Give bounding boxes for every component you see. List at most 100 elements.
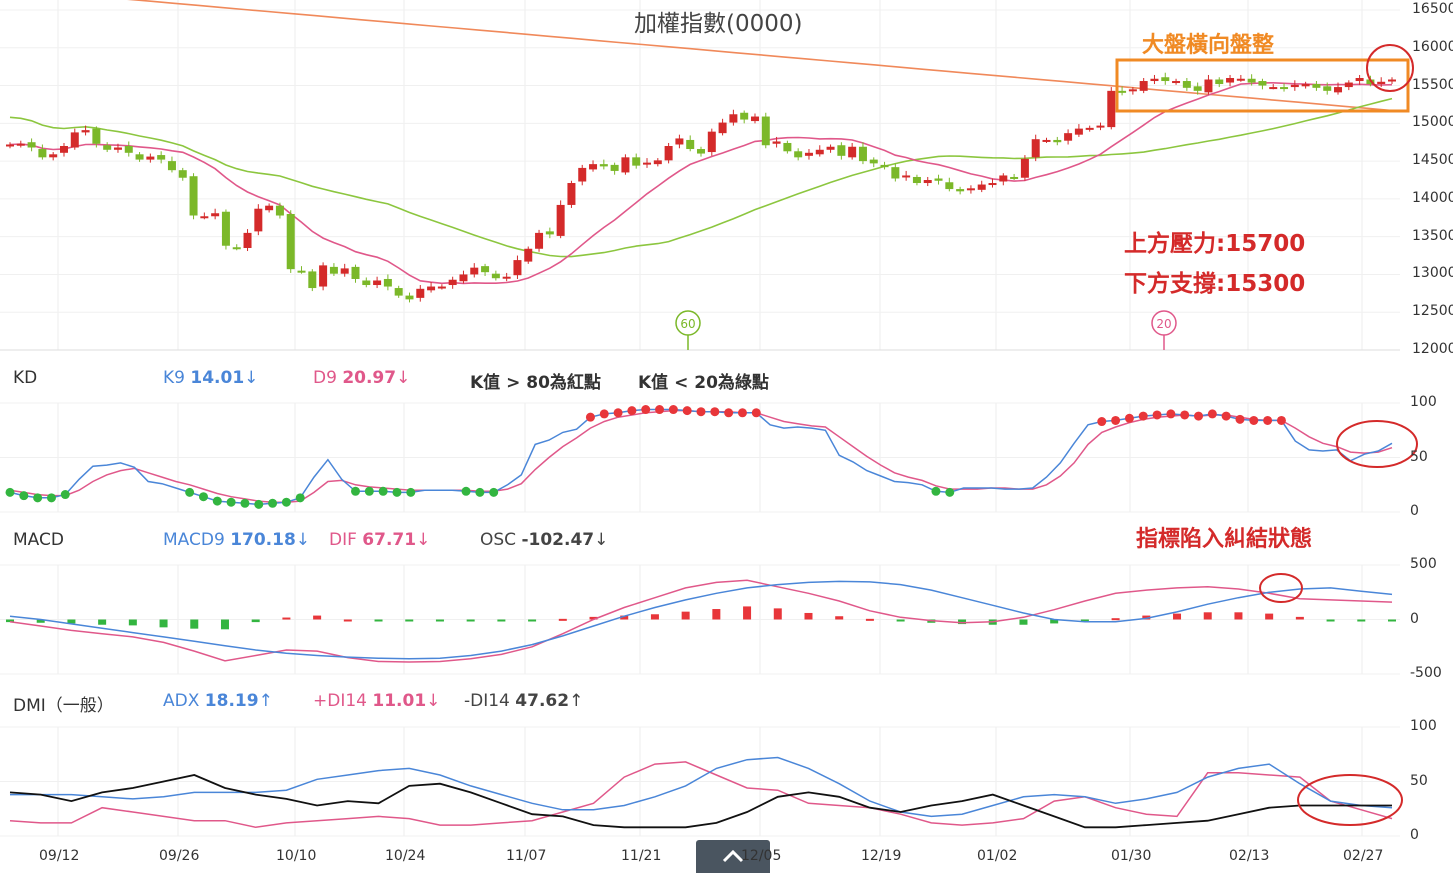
kd-green-dot-34 xyxy=(475,487,485,497)
kd-red-dot-86 xyxy=(1194,411,1204,421)
candle-body-52 xyxy=(567,183,576,205)
osc-bar-5 xyxy=(159,619,168,628)
candle-body-118 xyxy=(1280,87,1289,90)
osc-bar-1 xyxy=(36,619,45,623)
candle-body-102 xyxy=(1107,90,1116,128)
candle-body-37 xyxy=(405,295,414,300)
osc-bar-44 xyxy=(1357,619,1366,622)
kd-red-dot-49 xyxy=(682,406,692,416)
candle-body-114 xyxy=(1236,78,1245,81)
main-y-tick-9: 12000 xyxy=(1412,341,1453,357)
osc-bar-13 xyxy=(405,619,414,622)
kd-red-dot-45 xyxy=(627,406,637,416)
candle-body-45 xyxy=(491,273,500,279)
collapse-tab[interactable] xyxy=(696,840,770,873)
candle-body-84 xyxy=(912,176,921,184)
osc-bar-22 xyxy=(681,611,690,620)
candle-body-80 xyxy=(869,159,878,164)
candle-body-99 xyxy=(1074,128,1083,135)
kd-red-dot-84 xyxy=(1166,409,1176,419)
osc-bar-35 xyxy=(1080,619,1089,622)
kd-green-dot-20 xyxy=(281,497,291,507)
candle-body-128 xyxy=(1388,79,1396,82)
candle-body-68 xyxy=(740,112,749,120)
candle-body-70 xyxy=(761,116,770,146)
candle-body-40 xyxy=(437,286,446,289)
candle-body-63 xyxy=(686,139,695,150)
kd-green-dot-16 xyxy=(226,497,236,507)
kd-green-dot-17 xyxy=(240,498,250,508)
candle-body-54 xyxy=(589,164,598,170)
candle-body-77 xyxy=(837,145,846,156)
support-annotation: 下方支撐:15300 xyxy=(1124,271,1306,297)
candle-body-92 xyxy=(999,175,1008,182)
candle-body-64 xyxy=(697,149,705,154)
x-tick-11: 02/27 xyxy=(1343,848,1384,864)
candle-body-44 xyxy=(481,266,490,273)
candle-body-104 xyxy=(1128,89,1137,92)
kd-red-dot-52 xyxy=(724,408,734,418)
candle-body-119 xyxy=(1290,84,1299,88)
dif-legend: DIF 67.71↓ xyxy=(329,530,431,550)
ma60-line xyxy=(9,97,1393,258)
candle-body-10 xyxy=(113,147,122,150)
osc-bar-28 xyxy=(865,618,874,621)
candle-body-18 xyxy=(200,216,209,219)
dif-line xyxy=(9,579,1393,663)
kd-red-dot-85 xyxy=(1180,410,1190,420)
osc-bar-0 xyxy=(6,619,14,623)
osc-bar-24 xyxy=(743,606,752,620)
kd-green-dot-35 xyxy=(489,487,499,497)
kd-red-dot-79 xyxy=(1097,417,1107,427)
kd-red-dot-90 xyxy=(1249,415,1259,425)
resistance-annotation: 上方壓力:15700 xyxy=(1124,231,1306,257)
kd-y-tick-2: 0 xyxy=(1410,503,1419,519)
candle-body-11 xyxy=(124,146,133,153)
candle-body-85 xyxy=(923,180,932,184)
kd-y-tick-0: 100 xyxy=(1410,394,1437,410)
kd-green-dot-13 xyxy=(185,487,195,497)
pdi-legend: +DI14 11.01↓ xyxy=(313,691,441,711)
candle-body-5 xyxy=(59,146,68,153)
kd-red-dot-83 xyxy=(1152,410,1162,420)
osc-bar-39 xyxy=(1203,612,1212,620)
kd-green-dot-28 xyxy=(392,487,402,497)
kd-red-dot-82 xyxy=(1138,411,1148,421)
dmi-circle-annotation xyxy=(1297,774,1403,826)
candle-body-35 xyxy=(383,278,392,287)
kd-green-dot-19 xyxy=(268,498,278,508)
candle-body-0 xyxy=(6,144,14,147)
kd-red-dot-51 xyxy=(710,407,720,417)
candle-body-29 xyxy=(319,265,328,287)
candle-body-123 xyxy=(1334,87,1343,93)
candle-body-25 xyxy=(275,205,284,216)
main-circle-annotation xyxy=(1366,44,1414,92)
osc-bar-20 xyxy=(620,615,629,620)
range-annotation: 大盤橫向盤整 xyxy=(1142,33,1275,58)
candle-body-9 xyxy=(103,145,112,150)
candle-body-113 xyxy=(1226,78,1235,83)
candle-body-16 xyxy=(178,170,187,178)
osc-bar-36 xyxy=(1111,618,1120,621)
candle-body-124 xyxy=(1344,82,1353,88)
candle-body-7 xyxy=(81,130,90,133)
candle-body-12 xyxy=(135,154,144,160)
candle-body-39 xyxy=(427,286,436,291)
main-y-tick-3: 15000 xyxy=(1412,114,1453,131)
x-tick-9: 01/30 xyxy=(1111,848,1152,864)
osc-bar-8 xyxy=(251,619,260,623)
candle-body-100 xyxy=(1085,127,1094,130)
osc-bar-41 xyxy=(1265,613,1274,620)
candle-body-115 xyxy=(1247,78,1256,83)
kd-red-dot-81 xyxy=(1124,413,1134,423)
x-tick-8: 01/02 xyxy=(977,848,1018,864)
candle-body-60 xyxy=(653,160,662,165)
candle-body-30 xyxy=(329,266,338,274)
candle-body-62 xyxy=(675,138,684,145)
kd-red-dot-88 xyxy=(1221,411,1231,421)
kd-green-dot-2 xyxy=(33,493,43,503)
adx-line xyxy=(10,756,1393,818)
candle-body-24 xyxy=(265,205,274,211)
ma20-marker-label: 20 xyxy=(1156,317,1171,331)
candle-body-107 xyxy=(1161,77,1170,82)
